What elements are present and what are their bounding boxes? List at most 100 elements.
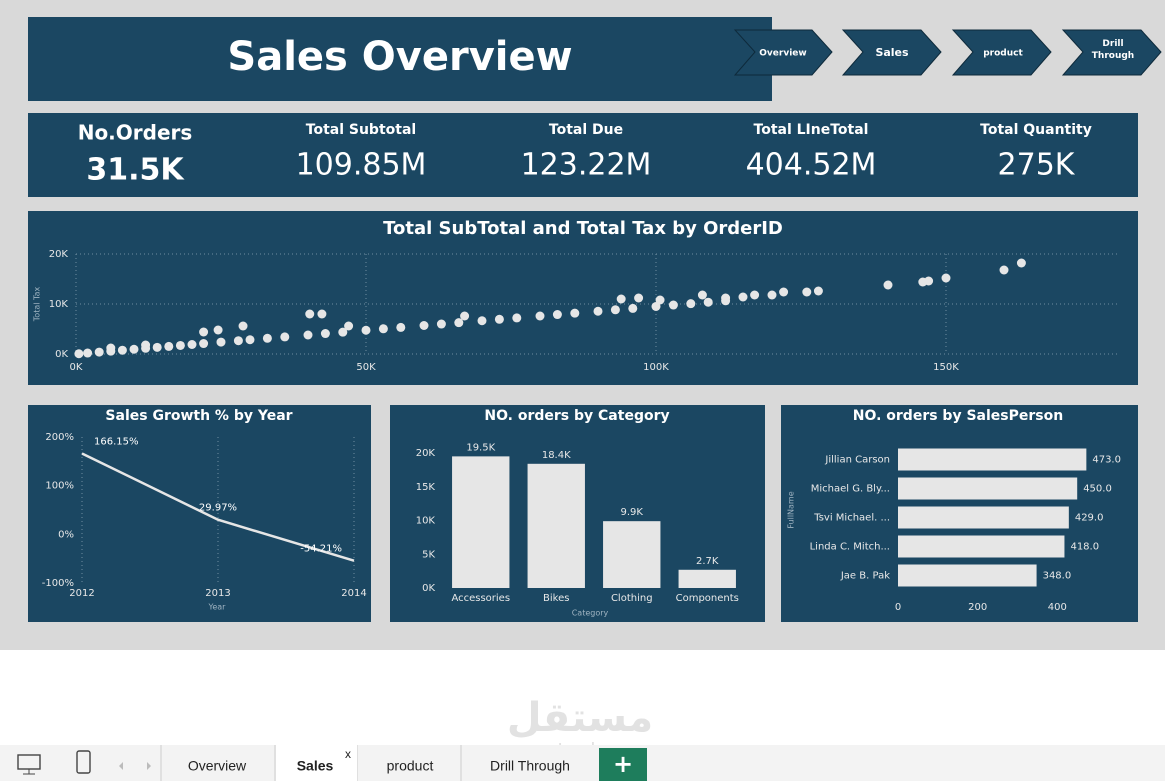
nav-label[interactable]: product <box>983 49 1023 59</box>
kpi-value: 109.85M <box>296 148 427 183</box>
tab-bar <box>0 745 1165 781</box>
y-tick-label: 10K <box>416 516 436 527</box>
scatter-point <box>338 327 348 337</box>
scatter-point <box>802 287 812 297</box>
y-tick-label: Tsvi Michael. ... <box>813 513 890 524</box>
tab[interactable]: Drill Through <box>490 758 570 774</box>
kpi-label: Total Due <box>549 122 623 138</box>
scatter-point <box>767 290 777 300</box>
scatter-point <box>1016 258 1026 268</box>
bar <box>603 521 661 588</box>
bar <box>898 448 1087 471</box>
mobile-icon[interactable] <box>76 750 91 774</box>
scatter-point <box>396 322 406 332</box>
scatter-point <box>634 293 644 303</box>
x-tick-label: Components <box>676 593 739 604</box>
header-box <box>28 17 772 101</box>
panel <box>28 405 371 622</box>
bar <box>452 456 510 588</box>
tab[interactable]: Sales <box>297 758 334 774</box>
nav-button[interactable] <box>841 29 942 76</box>
data-label: 29.97% <box>199 503 237 514</box>
tab[interactable]: Overview <box>188 758 247 774</box>
scatter-point <box>305 309 315 319</box>
scatter-point <box>697 290 707 300</box>
y-tick-label: Linda C. Mitch... <box>810 542 890 553</box>
scatter-point <box>628 303 638 313</box>
bar <box>898 535 1065 558</box>
next-arrow[interactable] <box>147 762 151 770</box>
scatter-point <box>999 265 1009 275</box>
scatter-point <box>750 290 760 300</box>
y-tick-label: Michael G. Bly... <box>811 484 890 495</box>
scatter-point <box>320 329 330 339</box>
nav-label[interactable]: Sales <box>875 46 909 59</box>
chart-title: NO. orders by SalesPerson <box>853 408 1063 424</box>
nav-button[interactable] <box>951 29 1052 76</box>
y-tick-label: 0K <box>55 349 68 360</box>
scatter-point <box>651 302 661 311</box>
data-label: 19.5K <box>466 442 495 453</box>
nav-button[interactable] <box>1061 29 1162 76</box>
data-label: 418.0 <box>1070 542 1099 553</box>
scatter-point <box>152 342 162 352</box>
scatter-point <box>238 321 248 331</box>
tab[interactable]: product <box>387 758 434 774</box>
nav-label[interactable]: Overview <box>759 49 806 59</box>
data-label: 429.0 <box>1075 513 1104 524</box>
scatter-point <box>924 276 934 286</box>
page-title: Sales Overview <box>227 34 572 80</box>
kpi-value: 275K <box>998 148 1076 183</box>
y-tick-label: 0K <box>422 583 435 594</box>
kpi-band <box>28 113 1138 197</box>
panel <box>28 211 1138 385</box>
bar <box>527 463 585 588</box>
scatter-point <box>419 321 429 330</box>
x-tick-label: Bikes <box>543 593 569 604</box>
y-tick-label: -100% <box>42 578 74 589</box>
x-tick-label: 100K <box>643 362 669 373</box>
x-tick-label: Clothing <box>611 593 653 604</box>
scatter-point <box>361 325 371 335</box>
x-tick-label: 400 <box>1048 602 1067 613</box>
add-page-button[interactable] <box>599 748 647 781</box>
chart-title: NO. orders by Category <box>484 408 669 424</box>
line <box>81 452 355 562</box>
scatter-point <box>117 345 127 355</box>
scatter-point <box>686 299 696 309</box>
nav-label-box: Drill Through <box>1091 39 1135 61</box>
scatter-point <box>317 309 327 319</box>
prev-arrow[interactable] <box>119 762 123 770</box>
scatter-point <box>83 348 93 358</box>
x-tick-label: 0K <box>70 362 83 373</box>
x-tick-label: 2012 <box>69 588 94 599</box>
data-label: 2.7K <box>696 556 719 567</box>
active-tab[interactable] <box>276 745 357 781</box>
data-label: 166.15% <box>94 436 139 447</box>
scatter-point <box>668 300 678 310</box>
data-label: 9.9K <box>621 507 644 518</box>
scatter-point <box>593 306 603 316</box>
nav-button[interactable] <box>733 29 833 76</box>
y-tick-label: 15K <box>416 482 436 493</box>
kpi-label: Total Quantity <box>980 122 1092 138</box>
x-tick-label: Accessories <box>451 593 510 604</box>
tab-close[interactable]: x <box>345 747 351 761</box>
scatter-point <box>655 295 665 305</box>
scatter-point <box>703 297 713 307</box>
y-tick-label: 100% <box>45 481 74 492</box>
scatter-point <box>245 335 255 345</box>
scatter-point <box>187 340 197 349</box>
x-tick-label: 150K <box>933 362 959 373</box>
scatter-point <box>436 319 446 329</box>
y-tick-label: Jillian Carson <box>824 455 890 466</box>
add-page-label[interactable]: + <box>613 750 633 778</box>
y-tick-label: 0% <box>58 529 74 540</box>
bar <box>898 506 1069 529</box>
nav-label[interactable]: Drill Through <box>1091 39 1135 61</box>
scatter-point <box>738 292 748 302</box>
y-tick-label: 10K <box>49 299 69 310</box>
bar <box>898 477 1078 500</box>
data-label: 348.0 <box>1043 571 1072 582</box>
